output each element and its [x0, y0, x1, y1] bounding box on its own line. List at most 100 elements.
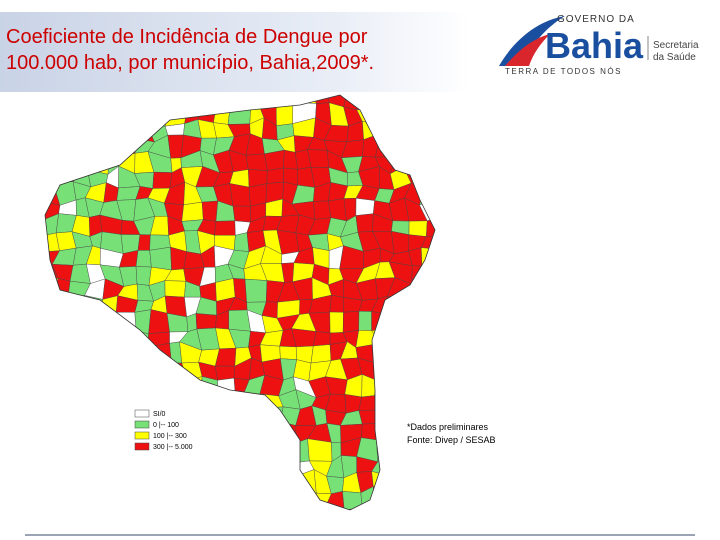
municipality [313, 331, 331, 347]
municipality [54, 405, 72, 430]
municipality [308, 492, 332, 509]
municipality [200, 392, 221, 415]
municipality [409, 134, 423, 155]
municipality [440, 249, 459, 267]
municipality [215, 365, 236, 381]
municipality [45, 317, 61, 328]
municipality [164, 280, 186, 298]
municipality [230, 95, 251, 110]
municipality [184, 454, 201, 477]
municipality [247, 407, 269, 430]
municipality [45, 501, 55, 510]
municipality [373, 120, 396, 140]
municipality [276, 469, 299, 490]
municipality [85, 153, 109, 175]
municipality [131, 357, 154, 383]
municipality [387, 328, 409, 346]
municipality [387, 440, 409, 462]
municipality [324, 508, 345, 510]
municipality [392, 476, 412, 495]
municipality [54, 422, 73, 447]
logo-swoosh [505, 34, 550, 66]
municipality [234, 393, 251, 411]
municipality [341, 507, 365, 510]
municipality [277, 502, 298, 510]
municipality [307, 149, 330, 168]
municipality [245, 153, 268, 171]
municipality [67, 455, 91, 479]
municipality [164, 472, 185, 495]
municipality [313, 200, 332, 220]
municipality [72, 504, 91, 510]
municipality [440, 231, 458, 251]
municipality [405, 103, 428, 123]
municipality [228, 309, 251, 332]
municipality [436, 379, 456, 398]
municipality [275, 95, 300, 106]
municipality [115, 312, 137, 332]
municipality [68, 391, 90, 407]
municipality [117, 454, 140, 477]
municipality [45, 95, 56, 105]
municipality [68, 141, 90, 156]
municipality [131, 342, 154, 360]
municipality [395, 103, 411, 122]
municipality [217, 392, 236, 415]
municipality [137, 105, 154, 127]
municipality [53, 316, 72, 329]
municipality [53, 326, 74, 350]
municipality [169, 380, 188, 398]
municipality [440, 361, 459, 383]
municipality [407, 396, 427, 411]
municipality [436, 121, 458, 135]
municipality [440, 454, 459, 473]
municipality [355, 197, 375, 216]
municipality [197, 455, 219, 477]
municipality [403, 328, 426, 348]
municipality [198, 425, 220, 444]
municipality [186, 313, 198, 332]
municipality [103, 375, 122, 398]
municipality [437, 315, 457, 331]
municipality [232, 421, 248, 446]
municipality [86, 455, 109, 477]
municipality [45, 325, 60, 350]
municipality [437, 182, 460, 200]
municipality [358, 395, 379, 411]
municipality [307, 438, 333, 462]
municipality [69, 426, 87, 447]
municipality [308, 502, 329, 510]
municipality [374, 395, 397, 412]
municipality [260, 95, 280, 110]
municipality [358, 311, 372, 331]
municipality [410, 283, 428, 299]
municipality [117, 490, 140, 506]
municipality [53, 95, 75, 106]
municipality [73, 358, 87, 380]
municipality [436, 102, 458, 124]
municipality [90, 472, 109, 491]
municipality [243, 488, 263, 507]
municipality [419, 122, 435, 135]
municipality [73, 344, 92, 364]
municipality [195, 313, 217, 330]
municipality [214, 220, 236, 236]
municipality [233, 232, 250, 252]
municipality [217, 455, 231, 476]
municipality [89, 507, 101, 510]
municipality [164, 454, 188, 474]
municipality [419, 453, 435, 473]
municipality [100, 103, 124, 126]
legend-label: 100 |-- 300 [153, 433, 187, 440]
municipality [131, 330, 149, 347]
municipality [85, 135, 109, 154]
municipality [86, 103, 106, 126]
municipality [361, 423, 381, 441]
municipality [163, 393, 184, 414]
municipality [201, 503, 220, 510]
municipality [52, 460, 69, 479]
municipality [201, 489, 215, 508]
municipality [54, 103, 76, 120]
municipality [407, 95, 429, 105]
